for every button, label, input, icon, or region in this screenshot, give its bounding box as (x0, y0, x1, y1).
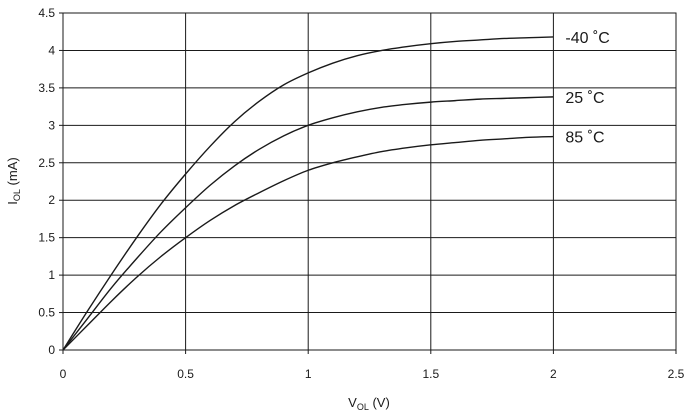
x-tick-label: 1 (305, 367, 312, 381)
grid-layer (59, 12, 677, 354)
y-tick-label: 1.5 (38, 231, 55, 245)
y-tick-label: 1 (48, 268, 55, 282)
series-label: 85 ˚C (565, 130, 604, 147)
y-tick-label: 2.5 (38, 156, 55, 170)
series-line (62, 135, 554, 351)
x-tick-labels: 0 0.5 1 1.5 2 2.5 (60, 367, 685, 381)
x-axis-label: VOL (V) (348, 395, 390, 412)
x-tick-label: 0.5 (177, 367, 194, 381)
series-label: -40 ˚C (565, 30, 609, 47)
y-tick-label: 0 (48, 343, 55, 357)
y-tick-label: 4.5 (38, 6, 55, 20)
x-tick-label: 2.5 (668, 367, 685, 381)
series-label: 25 ˚C (565, 90, 604, 107)
series-line (62, 96, 554, 351)
plot-frame (62, 12, 677, 351)
x-tick-label: 2 (550, 367, 557, 381)
y-tick-label: 3 (48, 118, 55, 132)
x-tick-label: 1.5 (422, 367, 439, 381)
series-layer (62, 36, 554, 351)
series-line (62, 36, 554, 351)
y-tick-label: 3.5 (38, 81, 55, 95)
y-tick-label: 0.5 (38, 306, 55, 320)
x-tick-label: 0 (60, 367, 67, 381)
y-tick-label: 4 (48, 43, 55, 57)
y-tick-labels: 0 0.5 1 1.5 2 2.5 3 3.5 4 4.5 (38, 6, 55, 357)
y-tick-label: 2 (48, 193, 55, 207)
y-axis-label: IOL (mA) (5, 157, 22, 204)
series-label-layer: -40 ˚C 25 ˚C 85 ˚C (565, 30, 609, 147)
